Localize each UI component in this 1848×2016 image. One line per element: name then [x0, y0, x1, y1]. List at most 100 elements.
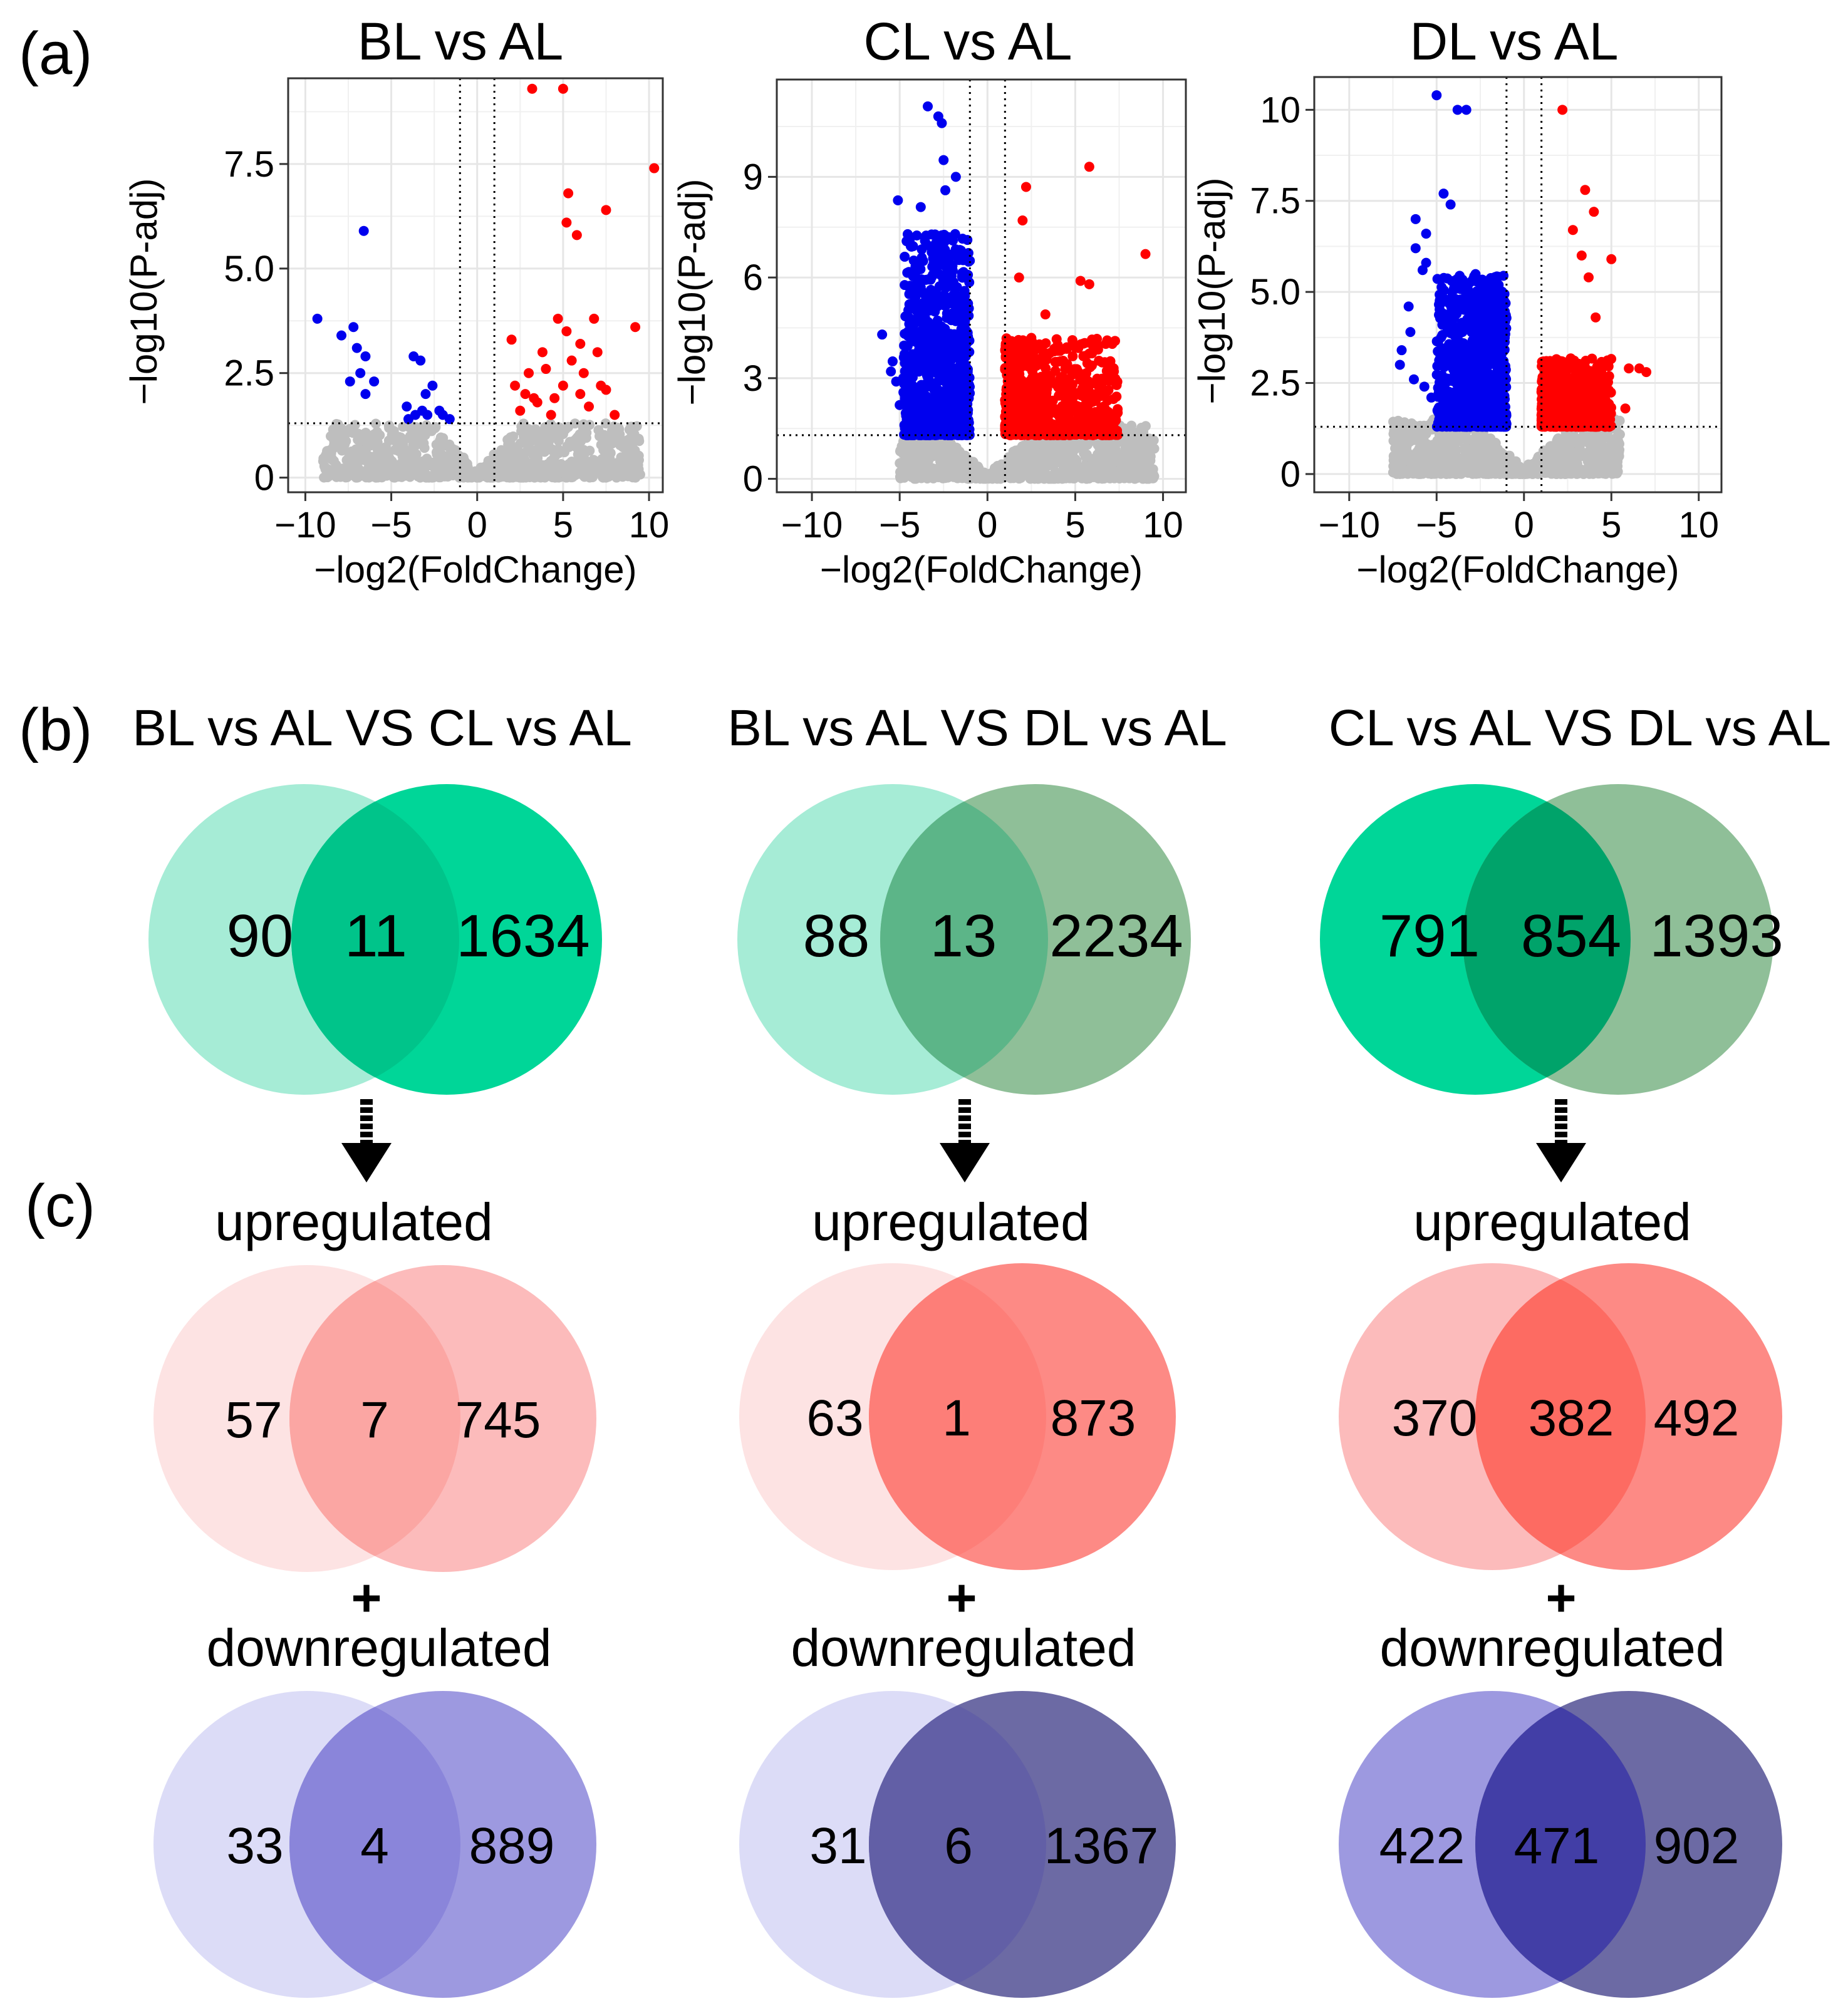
ns-point [370, 418, 381, 429]
ns-point [1435, 444, 1446, 455]
ns-point [958, 450, 968, 461]
ns-point [947, 452, 957, 463]
ns-point [578, 445, 589, 455]
up-point [561, 326, 572, 336]
down-point [959, 335, 970, 346]
up-point [563, 188, 574, 199]
ns-point [1549, 467, 1559, 478]
x-axis-label: −log2(FoldChange) [314, 549, 636, 591]
ns-point [1008, 473, 1019, 483]
down-point [351, 343, 362, 353]
ns-point [928, 451, 938, 462]
up-point [1097, 357, 1108, 368]
ns-point [1071, 455, 1082, 466]
down-point [942, 308, 952, 319]
ns-point [1475, 453, 1486, 463]
ns-point [942, 467, 953, 477]
ns-point [1601, 444, 1611, 455]
up-point [589, 313, 600, 324]
ns-point [442, 452, 452, 462]
up-point [1067, 335, 1077, 346]
up-point [1025, 345, 1036, 356]
up-point [1015, 385, 1026, 396]
down-point [915, 202, 926, 212]
down-point [915, 264, 926, 274]
ns-point [1052, 473, 1063, 484]
ns-point [505, 447, 516, 458]
ns-point [1388, 416, 1399, 427]
ns-point [1148, 469, 1159, 480]
up-point [1107, 339, 1118, 349]
ns-point [1479, 435, 1490, 445]
up-point [584, 401, 594, 412]
ns-point [405, 470, 416, 481]
y-tick-label: 3 [743, 358, 763, 399]
ns-point [549, 432, 560, 443]
down-point [925, 274, 936, 285]
ns-point [524, 443, 535, 454]
ns-point [360, 430, 370, 440]
x-tick-label: −5 [879, 505, 920, 545]
down-point [908, 271, 918, 282]
ns-point [587, 472, 598, 482]
ns-point [360, 448, 370, 458]
ns-point [912, 465, 923, 476]
up-point [1092, 373, 1103, 384]
ns-point [330, 428, 340, 439]
ns-point [1120, 441, 1131, 452]
up-point [1061, 380, 1072, 390]
ns-point [943, 438, 954, 448]
ns-point [1027, 473, 1038, 483]
down-point [921, 416, 932, 427]
up-point [566, 355, 577, 366]
ns-point [1026, 460, 1037, 471]
ns-point [531, 455, 542, 466]
ns-point [1455, 468, 1466, 479]
up-point [1084, 162, 1094, 172]
y-tick-label: 0 [254, 458, 274, 499]
down-point [948, 400, 958, 411]
up-point [1015, 400, 1025, 411]
up-point [1009, 361, 1020, 371]
ns-point [570, 435, 581, 445]
down-point [941, 337, 952, 348]
up-point [1007, 425, 1017, 436]
ns-point [380, 444, 391, 455]
down-point [422, 410, 433, 420]
ns-point [550, 451, 561, 462]
down-point [312, 313, 323, 324]
up-point [1009, 344, 1019, 354]
up-point [1040, 309, 1051, 320]
y-tick-label: 9 [743, 157, 763, 197]
ns-point [413, 437, 424, 447]
up-point [506, 334, 517, 345]
ns-point [372, 448, 383, 459]
ns-point [1557, 447, 1568, 457]
ns-point [1403, 468, 1413, 479]
down-point [937, 118, 947, 128]
ns-point [608, 431, 618, 442]
down-point [905, 283, 915, 294]
ns-point [1149, 443, 1160, 454]
ns-point [900, 466, 911, 477]
up-point [575, 338, 586, 349]
up-point [1016, 375, 1027, 386]
down-point [909, 413, 920, 424]
up-point [1075, 276, 1086, 286]
up-point [541, 364, 551, 375]
ns-point [1028, 442, 1039, 452]
up-point [596, 380, 606, 391]
ns-point [1034, 473, 1045, 483]
down-point [934, 259, 945, 270]
ns-point [577, 463, 588, 474]
ns-point [1572, 468, 1582, 479]
down-point [947, 266, 958, 276]
down-point [927, 229, 937, 240]
ns-point [1139, 470, 1150, 481]
ns-point [485, 468, 496, 479]
up-point [529, 393, 539, 403]
ns-point [1590, 430, 1601, 441]
down-point [957, 254, 967, 265]
down-point [946, 348, 957, 358]
